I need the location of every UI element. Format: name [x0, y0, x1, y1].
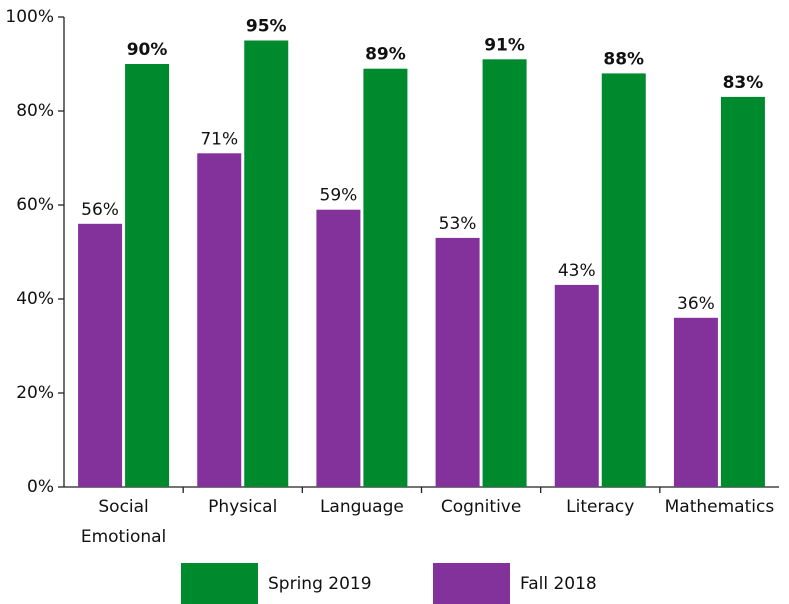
x-tick-label: Literacy — [566, 497, 634, 517]
value-label: 36% — [677, 294, 715, 314]
legend-swatch — [433, 563, 510, 604]
x-tick-label: Language — [320, 497, 404, 517]
bar — [78, 223, 123, 488]
x-tick-label: Cognitive — [441, 497, 521, 517]
y-tick-label: 40% — [16, 289, 54, 309]
y-tick-label: 20% — [16, 383, 54, 403]
bar — [125, 64, 170, 487]
value-label: 90% — [127, 40, 168, 60]
bar — [601, 73, 646, 488]
value-label: 56% — [81, 200, 119, 220]
bar — [435, 237, 480, 487]
value-label: 53% — [439, 214, 477, 234]
x-tick-label: Mathematics — [665, 497, 775, 517]
bar — [720, 96, 765, 488]
value-label: 71% — [200, 129, 238, 149]
value-label: 89% — [365, 45, 406, 65]
bar — [244, 40, 289, 487]
legend-label: Fall 2018 — [520, 574, 597, 594]
y-tick-label: 80% — [16, 101, 54, 121]
bar — [482, 59, 527, 488]
value-label: 88% — [603, 49, 644, 69]
x-tick-label: Physical — [208, 497, 277, 517]
legend-swatch — [181, 563, 258, 604]
bar — [197, 153, 242, 488]
value-label: 43% — [558, 261, 596, 281]
bar — [673, 317, 718, 487]
bar — [554, 284, 599, 487]
bar — [316, 209, 361, 487]
y-tick-label: 100% — [5, 7, 54, 27]
value-label: 91% — [484, 35, 525, 55]
value-label: 95% — [246, 17, 287, 37]
value-label: 83% — [723, 73, 764, 93]
legend-label: Spring 2019 — [268, 574, 372, 594]
bar — [363, 68, 408, 487]
x-tick-label: Social Emotional — [81, 497, 166, 547]
y-tick-label: 60% — [16, 195, 54, 215]
y-tick-label: 0% — [27, 477, 54, 497]
value-label: 59% — [320, 186, 358, 206]
